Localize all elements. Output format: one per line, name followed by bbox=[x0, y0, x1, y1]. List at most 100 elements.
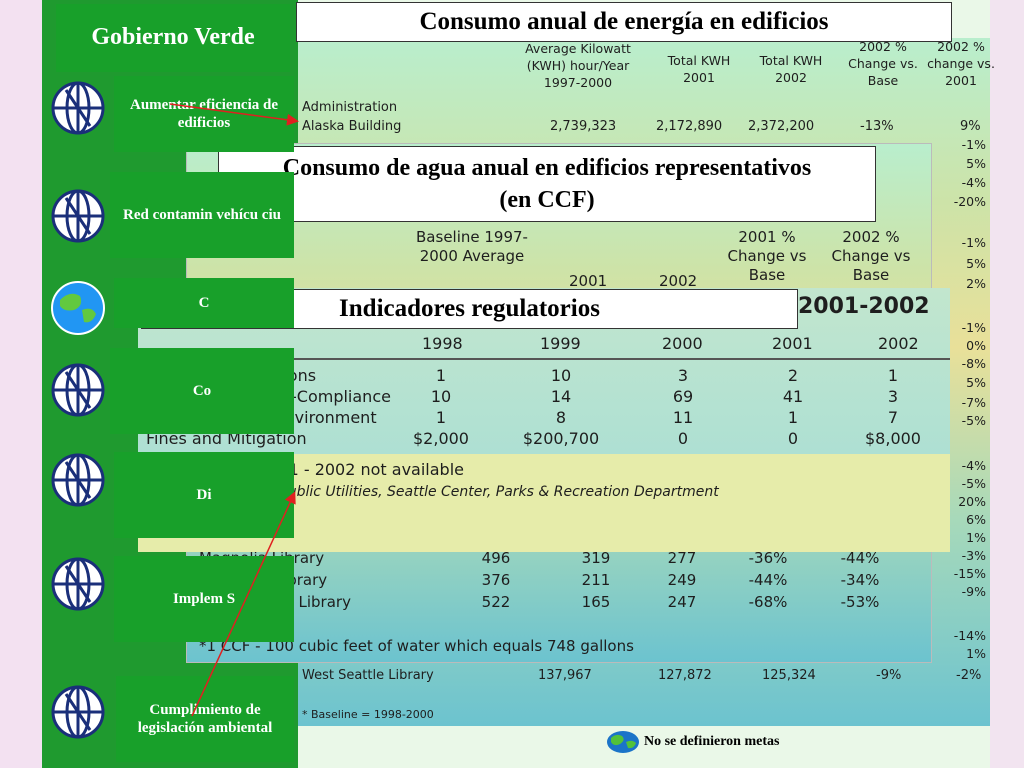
energy-right-value: -1% bbox=[961, 320, 986, 335]
sidebar-item-4[interactable]: Co bbox=[110, 348, 294, 434]
sidebar-item-6[interactable]: Implem S bbox=[114, 556, 294, 642]
energy-right-value: -5% bbox=[961, 413, 986, 428]
water-header-5: 2002 % Change vs Base bbox=[831, 228, 911, 284]
regulatory-year-1999: 1999 bbox=[540, 334, 581, 353]
water-row-value: -44% bbox=[748, 571, 788, 589]
energy-right-value: -14% bbox=[953, 628, 986, 643]
energy-header-5: 2002 % change vs. 2001 bbox=[927, 39, 995, 88]
energy-right-value: 2% bbox=[966, 276, 986, 291]
energy-row-name: Alaska Building bbox=[302, 119, 402, 134]
regulatory-row-value: 8 bbox=[555, 408, 567, 427]
water-row-value: 211 bbox=[581, 571, 611, 589]
energy-row-v3: 2,372,200 bbox=[748, 119, 815, 134]
water-header-4: 2001 % Change vs Base bbox=[727, 228, 807, 284]
globe-icon bbox=[50, 684, 106, 740]
energy-right-value: -4% bbox=[961, 458, 986, 473]
energy-last-v4: -9% bbox=[876, 668, 902, 683]
regulatory-year-2001: 2001 bbox=[772, 334, 813, 353]
water-row-value: -53% bbox=[840, 593, 880, 611]
sidebar-item-5[interactable]: Di bbox=[114, 452, 294, 538]
regulatory-divider bbox=[138, 358, 950, 360]
energy-right-value: -1% bbox=[961, 235, 986, 250]
energy-right-value: -4% bbox=[961, 175, 986, 190]
energy-last-v2: 127,872 bbox=[658, 668, 712, 683]
water-title: Consumo de agua anual en edificios repre… bbox=[218, 146, 876, 222]
regulatory-period: 2001-2002 bbox=[798, 294, 930, 319]
water-row-value: -68% bbox=[748, 593, 788, 611]
water-row-value: 496 bbox=[481, 549, 511, 567]
regulatory-year-2000: 2000 bbox=[662, 334, 703, 353]
energy-last-v5: -2% bbox=[956, 668, 982, 683]
water-row-value: -44% bbox=[840, 549, 880, 567]
energy-right-value: -5% bbox=[961, 476, 986, 491]
energy-right-value: 5% bbox=[966, 156, 986, 171]
regulatory-row-value: 1 bbox=[435, 366, 447, 385]
energy-right-value: -20% bbox=[953, 194, 986, 209]
energy-right-value: 5% bbox=[966, 375, 986, 390]
water-row-value: 249 bbox=[667, 571, 697, 589]
sidebar-item-3[interactable]: C bbox=[114, 278, 294, 328]
energy-header-4: 2002 % Change vs. Base bbox=[848, 39, 918, 88]
water-header-1: Baseline 1997-2000 Average bbox=[416, 228, 528, 265]
energy-last-v3: 125,324 bbox=[762, 668, 816, 683]
regulatory-row-value: $8,000 bbox=[865, 429, 921, 448]
earth-icon bbox=[50, 280, 106, 336]
sidebar-item-2[interactable]: Red contamin vehícu ciu bbox=[110, 172, 294, 258]
water-row-value: 247 bbox=[667, 593, 697, 611]
water-header-2: 2001 bbox=[569, 272, 608, 290]
energy-row-v4: -13% bbox=[860, 119, 894, 134]
regulatory-row-value: 0 bbox=[787, 429, 799, 448]
globe-icon bbox=[50, 556, 106, 612]
energy-right-value: 1% bbox=[966, 530, 986, 545]
regulatory-row-value: 2 bbox=[787, 366, 799, 385]
energy-header-3: Total KWH 2002 bbox=[759, 53, 823, 85]
energy-row-v5: 9% bbox=[960, 119, 981, 134]
water-row-value: 319 bbox=[581, 549, 611, 567]
regulatory-row-value: 41 bbox=[782, 387, 804, 406]
water-row-value: -34% bbox=[840, 571, 880, 589]
water-row-value: -36% bbox=[748, 549, 788, 567]
energy-last-row-name: West Seattle Library bbox=[302, 668, 434, 683]
regulatory-row-value: 3 bbox=[887, 387, 899, 406]
energy-right-value: 6% bbox=[966, 512, 986, 527]
energy-right-value: -3% bbox=[961, 548, 986, 563]
regulatory-row-value: 10 bbox=[430, 387, 452, 406]
regulatory-row-value: $200,700 bbox=[522, 429, 600, 448]
regulatory-row-value: $2,000 bbox=[413, 429, 469, 448]
footer: No se definieron metas bbox=[606, 728, 779, 756]
energy-right-value: -1% bbox=[961, 137, 986, 152]
globe-icon bbox=[50, 188, 106, 244]
regulatory-row-value: 3 bbox=[677, 366, 689, 385]
regulatory-row-value: 14 bbox=[550, 387, 572, 406]
regulatory-row-value: 1 bbox=[887, 366, 899, 385]
regulatory-row-value: 1 bbox=[435, 408, 447, 427]
energy-header-1: Average Kilowatt (KWH) hour/Year 1997-20… bbox=[525, 41, 631, 90]
footer-label: No se definieron metas bbox=[644, 734, 780, 749]
regulatory-row-value: 1 bbox=[787, 408, 799, 427]
sidebar-header[interactable]: Gobierno Verde bbox=[56, 4, 290, 72]
sidebar-item-1[interactable]: Aumentar eficiencia de edificios bbox=[114, 76, 294, 152]
earth-icon bbox=[607, 731, 639, 753]
regulatory-row-value: 0 bbox=[677, 429, 689, 448]
water-row-value: 522 bbox=[481, 593, 511, 611]
regulatory-year-2002: 2002 bbox=[878, 334, 919, 353]
water-note: *1 CCF - 100 cubic feet of water which e… bbox=[199, 637, 634, 655]
regulatory-row-value: 11 bbox=[672, 408, 694, 427]
energy-right-value: -7% bbox=[961, 395, 986, 410]
globe-icon bbox=[50, 80, 106, 136]
energy-row-v1: 2,739,323 bbox=[550, 119, 617, 134]
sidebar-item-7[interactable]: Cumplimiento de legislación ambiental bbox=[116, 676, 294, 762]
energy-row-v2: 2,172,890 bbox=[656, 119, 723, 134]
globe-icon bbox=[50, 452, 106, 508]
regulatory-row-value: 10 bbox=[550, 366, 572, 385]
energy-header-2: Total KWH 2001 bbox=[667, 53, 731, 85]
water-row-value: 376 bbox=[481, 571, 511, 589]
globe-icon bbox=[50, 362, 106, 418]
energy-title: Consumo anual de energía en edificios bbox=[296, 2, 952, 42]
regulatory-row-value: 69 bbox=[672, 387, 694, 406]
energy-right-value: -9% bbox=[961, 584, 986, 599]
energy-right-value: 0% bbox=[966, 338, 986, 353]
energy-right-value: 5% bbox=[966, 256, 986, 271]
energy-right-value: 1% bbox=[966, 646, 986, 661]
regulatory-year-1998: 1998 bbox=[422, 334, 463, 353]
